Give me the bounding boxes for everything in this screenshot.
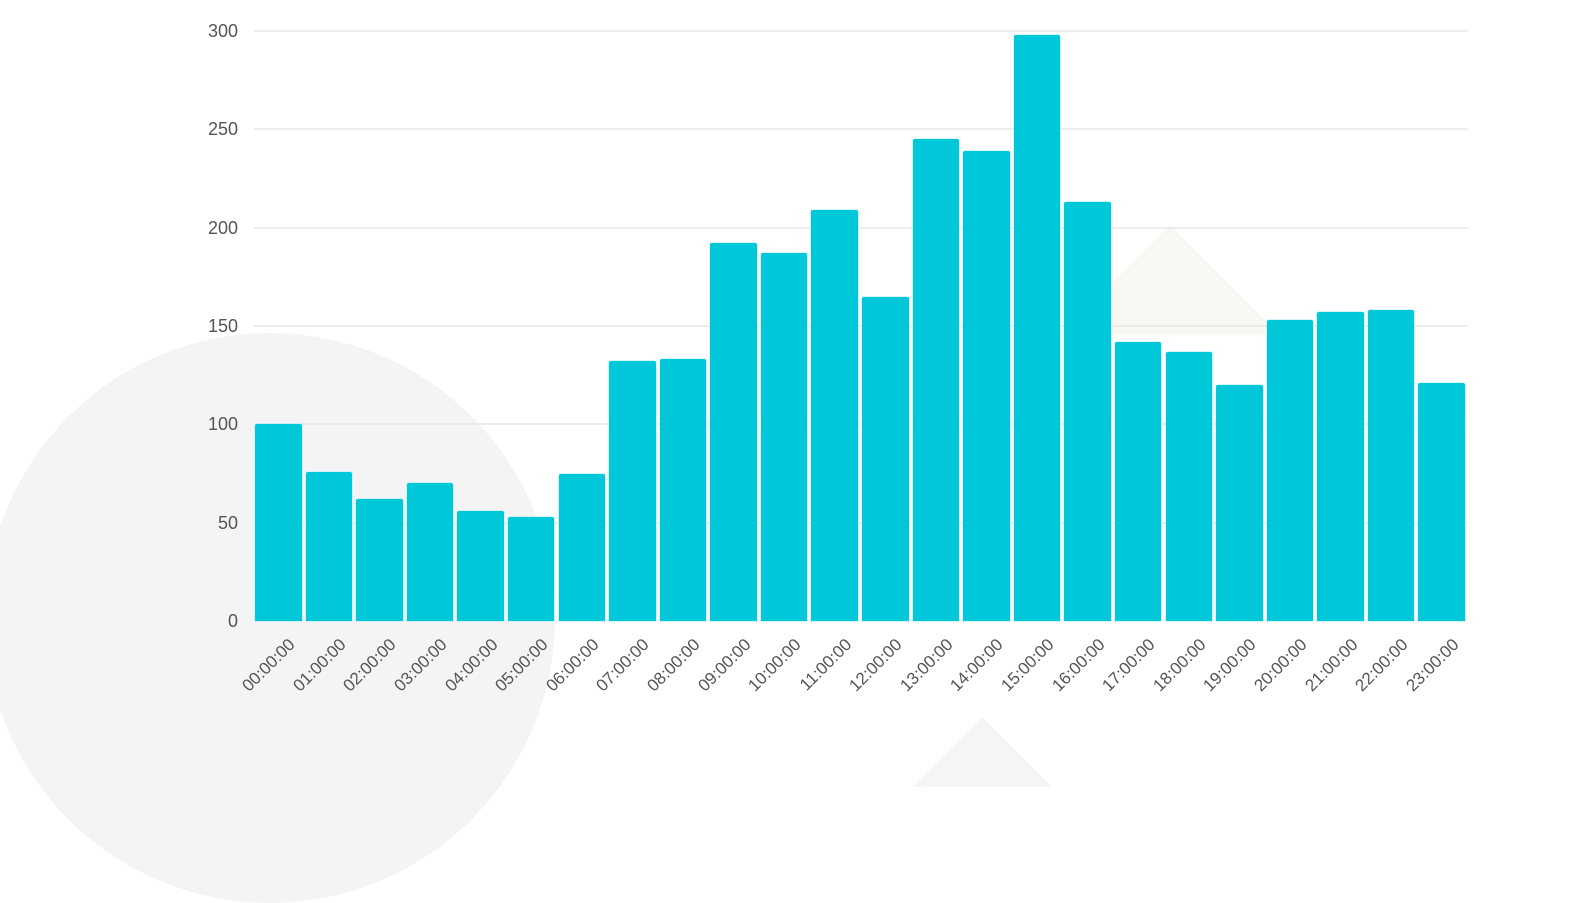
- y-tick-label: 300: [207, 21, 238, 41]
- bar[interactable]: [406, 483, 454, 621]
- x-tick-label: 04:00:00: [441, 635, 502, 696]
- bar[interactable]: [1317, 312, 1364, 621]
- y-tick-label: 200: [207, 217, 238, 238]
- plot-area: 0 50 100 150 200 250 300: [208, 21, 1468, 631]
- x-tick-label: 14:00:00: [946, 635, 1008, 696]
- x-tick-label: 07:00:00: [592, 635, 653, 696]
- bar[interactable]: [558, 473, 606, 621]
- x-tick-label: 22:00:00: [1351, 635, 1412, 696]
- bar[interactable]: [1013, 34, 1061, 621]
- bar[interactable]: [1367, 310, 1415, 621]
- bar[interactable]: [1266, 320, 1314, 621]
- x-tick-label: 13:00:00: [896, 635, 957, 696]
- y-tick-label: 150: [207, 316, 238, 336]
- bar[interactable]: [457, 510, 504, 621]
- bar[interactable]: [1064, 202, 1111, 621]
- x-tick-label: 09:00:00: [693, 635, 755, 696]
- bar[interactable]: [1418, 383, 1465, 621]
- x-tick-label: 20:00:00: [1250, 635, 1311, 696]
- gridline: [254, 521, 1468, 524]
- x-tick-label: 00:00:00: [238, 635, 299, 696]
- x-tick-label: 12:00:00: [845, 635, 906, 696]
- y-tick-label: 100: [207, 414, 238, 435]
- x-tick-label: 18:00:00: [1149, 635, 1210, 696]
- gridline: [254, 325, 1468, 327]
- bar[interactable]: [659, 359, 707, 621]
- bar[interactable]: [862, 296, 909, 621]
- x-tick-label: 17:00:00: [1098, 635, 1159, 696]
- gridline: [254, 226, 1468, 229]
- bar-chart: 0 50 100 150 200 250 300 00:00:00 01:00:00 02:00…: [208, 21, 1468, 696]
- bar[interactable]: [1114, 341, 1162, 621]
- bar[interactable]: [609, 361, 656, 621]
- bar[interactable]: [507, 516, 555, 621]
- y-tick-label: 50: [217, 512, 238, 533]
- bar[interactable]: [1165, 351, 1213, 621]
- bar[interactable]: [255, 424, 302, 621]
- x-tick-label: 15:00:00: [997, 635, 1058, 696]
- gridline: [254, 128, 1468, 131]
- bar[interactable]: [356, 499, 403, 621]
- bar[interactable]: [1216, 385, 1263, 621]
- x-tick-label: 03:00:00: [390, 635, 451, 696]
- x-tick-label: 11:00:00: [795, 635, 856, 695]
- x-tick-label: 08:00:00: [643, 635, 704, 696]
- x-tick-label: 21:00:00: [1300, 635, 1362, 696]
- x-tick-label: 10:00:00: [744, 635, 805, 696]
- gridline: [254, 423, 1468, 426]
- gridline: [254, 30, 1468, 32]
- x-tick-label: 23:00:00: [1402, 635, 1463, 696]
- bar[interactable]: [305, 471, 353, 621]
- x-tick-label: 06:00:00: [542, 635, 603, 696]
- y-tick-label: 0: [227, 611, 238, 631]
- bar[interactable]: [963, 150, 1010, 621]
- bar[interactable]: [710, 243, 757, 621]
- bar[interactable]: [760, 253, 808, 621]
- bar-series: [254, 31, 1468, 621]
- x-tick-label: 02:00:00: [339, 635, 401, 696]
- y-tick-label: 250: [207, 119, 238, 140]
- x-tick-label: 05:00:00: [491, 635, 552, 696]
- x-tick-label: 19:00:00: [1199, 635, 1260, 696]
- x-tick-label: 01:00:00: [289, 635, 350, 696]
- x-tick-label: 16:00:00: [1048, 635, 1109, 696]
- bar[interactable]: [912, 139, 960, 621]
- bar[interactable]: [811, 209, 858, 621]
